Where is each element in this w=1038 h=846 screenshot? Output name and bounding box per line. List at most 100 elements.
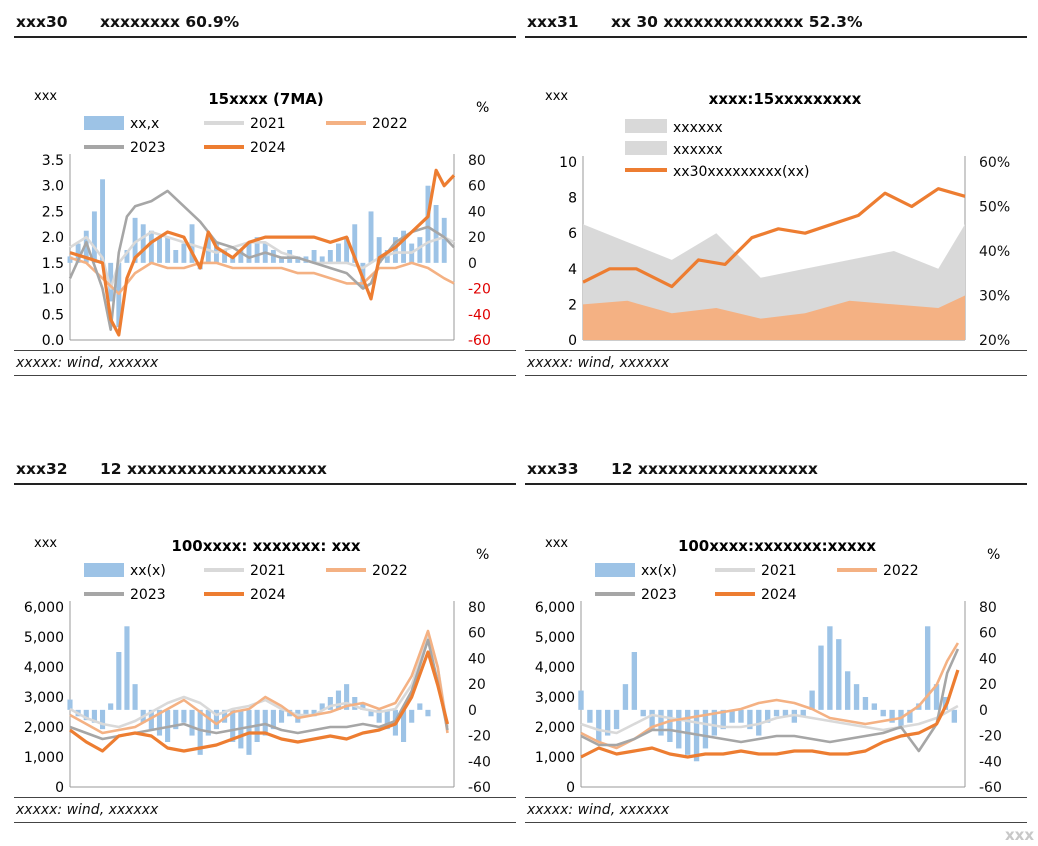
bar-mark [181, 709, 187, 723]
y2-tick-label: 40 [979, 651, 997, 667]
bar-mark [417, 237, 423, 263]
bar-mark [295, 256, 301, 263]
bar-mark [116, 652, 122, 710]
bar-mark [83, 230, 89, 263]
legend-swatch [625, 119, 667, 133]
y2-tick-label: 60% [979, 155, 1010, 171]
y2-tick-label: 20 [979, 677, 997, 693]
bar-mark [640, 709, 646, 717]
line-series [580, 704, 959, 735]
y2-tick-label: 50% [979, 200, 1010, 216]
panel-heading: xxx31 xx 30 xxxxxxxxxxxxxx 52.3% [525, 8, 1027, 38]
bar-mark [99, 709, 106, 730]
right-axis-unit: % [476, 100, 489, 116]
chart-fig32: xxx% 100xxxx: xxxxxxx: xxx xx(x) 2021 2022 20… [24, 536, 491, 796]
bar-mark [327, 697, 333, 710]
y-tick-label: 4,000 [535, 660, 575, 676]
line-series [69, 635, 449, 729]
bar-mark [433, 205, 439, 263]
y2-tick-label: 0 [468, 703, 477, 719]
panel-heading: xxx30 xxxxxxxx 60.9% [14, 8, 516, 38]
bar-mark [368, 211, 374, 263]
bar-mark [319, 703, 325, 710]
chart-area: xxx% 15xxxx (7MA) xx,x 2021 2022 2023 2024 0.0 0… [14, 38, 516, 350]
legend-swatch [595, 563, 635, 577]
y-tick-label: 3,000 [535, 690, 575, 706]
bar-mark [67, 256, 73, 263]
bar-mark [587, 709, 593, 723]
legend-label: 2022 [883, 563, 919, 579]
line-series [69, 256, 455, 295]
y-tick-label: 2,000 [535, 720, 575, 736]
bar-mark [124, 626, 130, 710]
chart-area: xxx% 100xxxx:xxxxxxx:xxxxx xx(x) 2021 2022 20… [525, 485, 1027, 797]
bar-mark [91, 211, 97, 263]
y2-tick-label: 80 [468, 600, 486, 616]
bar-mark [67, 699, 73, 710]
y2-tick-label: -20 [468, 729, 491, 745]
bar-mark [279, 256, 284, 263]
bar-mark [836, 639, 842, 710]
right-axis-unit: % [476, 547, 489, 563]
bar-mark [951, 709, 958, 723]
figure-title: 12 xxxxxxxxxxxxxxxxxx [611, 460, 818, 478]
chart-fig30: xxx% 15xxxx (7MA) xx,x 2021 2022 2023 2024 0.0 0… [34, 89, 491, 349]
y-tick-label: 0.5 [42, 307, 64, 323]
y2-tick-label: 60 [468, 179, 486, 195]
y2-tick-label: 80 [468, 153, 486, 169]
bar-mark [83, 709, 89, 721]
y2-tick-label: 60 [979, 626, 997, 642]
line-series [69, 168, 456, 337]
y2-tick-label: -40 [468, 754, 491, 770]
y2-tick-label: -20 [979, 729, 1002, 745]
legend-label: xx(x) [130, 563, 166, 579]
line-series [69, 629, 449, 735]
legend-label: 2023 [130, 587, 166, 603]
bar-mark [344, 684, 350, 710]
y-tick-label: 1.5 [42, 256, 64, 272]
y-tick-label: 6,000 [535, 600, 575, 616]
chart-title: 15xxxx (7MA) [208, 90, 323, 108]
bar-mark [425, 185, 431, 263]
bar-mark [578, 690, 584, 710]
y-tick-label: 0.0 [42, 333, 64, 349]
bar-mark [197, 709, 203, 755]
legend-label: 2023 [641, 587, 677, 603]
left-axis-unit: xxx [34, 89, 57, 104]
source-note: xxxxx: wind, xxxxxx [14, 350, 516, 376]
y-tick-label: 0 [566, 780, 575, 796]
bar-mark [335, 690, 342, 710]
legend-label: 2022 [372, 116, 408, 132]
chart-fig33: xxx% 100xxxx:xxxxxxx:xxxxxxx(x) 2021 2022 20… [535, 536, 1002, 796]
line-series [580, 642, 960, 750]
bar-mark [702, 709, 709, 749]
legend-label: xxxxxx [673, 142, 723, 158]
bar-mark [738, 709, 744, 723]
bar-mark [352, 224, 358, 263]
bar-mark [205, 709, 211, 736]
y-tick-label: 0 [55, 780, 64, 796]
left-axis-unit: xxx [545, 89, 568, 104]
bar-mark [907, 709, 913, 723]
bar-mark [156, 709, 163, 736]
bar-mark [782, 709, 789, 717]
figure-number: xxx30 [16, 13, 68, 31]
bar-mark [631, 652, 638, 710]
bar-mark [409, 709, 415, 723]
figure-number: xxx31 [527, 13, 579, 31]
bar-mark [116, 262, 122, 328]
right-axis-unit: % [987, 547, 1000, 563]
legend-label: 2024 [761, 587, 797, 603]
bar-mark [238, 250, 244, 263]
chart-area: xxx% 100xxxx: xxxxxxx: xxx xx(x) 2021 2022 20… [14, 485, 516, 797]
y2-tick-label: -40 [468, 307, 491, 323]
bar-mark [604, 709, 611, 736]
legend-label: xx30xxxxxxxxx(xx) [673, 164, 809, 180]
y-tick-label: 3,000 [24, 690, 64, 706]
bar-mark [132, 217, 138, 263]
figure-number: xxx33 [527, 460, 579, 478]
bar-mark [336, 243, 341, 263]
bar-mark [148, 230, 154, 263]
y-tick-label: 6,000 [24, 600, 64, 616]
bar-mark [311, 709, 317, 717]
